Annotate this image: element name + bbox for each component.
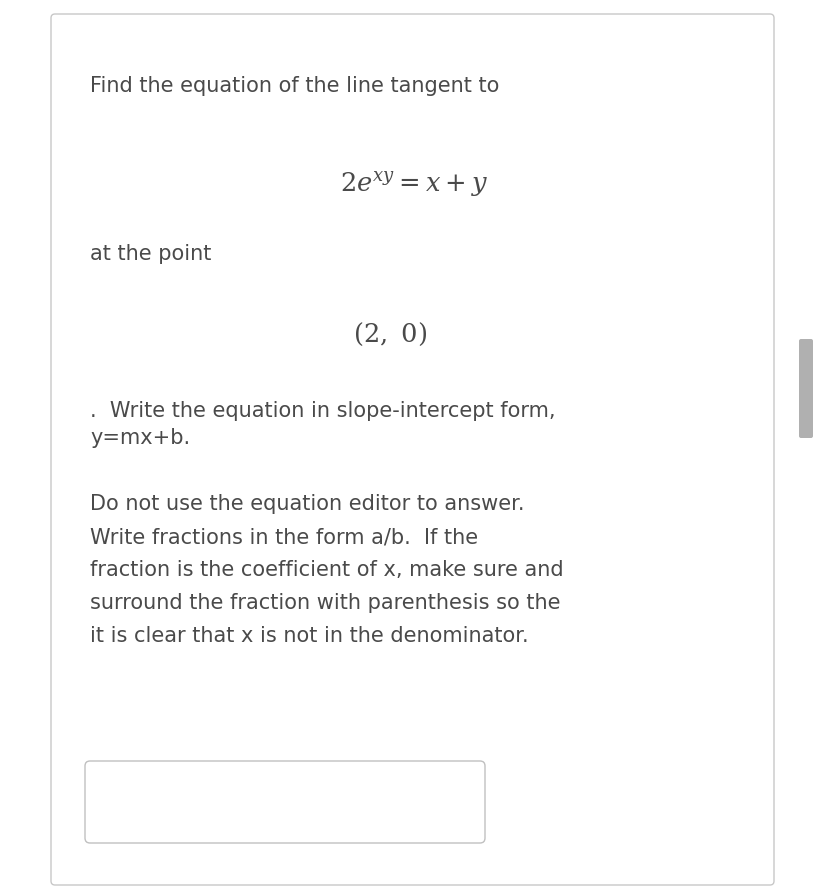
Text: at the point: at the point bbox=[90, 244, 211, 264]
Text: Do not use the equation editor to answer.: Do not use the equation editor to answer… bbox=[90, 494, 523, 514]
Text: y=mx+b.: y=mx+b. bbox=[90, 428, 190, 448]
Text: fraction is the coefficient of x, make sure and: fraction is the coefficient of x, make s… bbox=[90, 560, 563, 580]
Text: Write fractions in the form a/b.  If the: Write fractions in the form a/b. If the bbox=[90, 527, 477, 547]
Text: $(2,\ 0)$: $(2,\ 0)$ bbox=[352, 321, 427, 349]
Text: $2e^{xy} = x + y$: $2e^{xy} = x + y$ bbox=[340, 170, 487, 199]
FancyBboxPatch shape bbox=[85, 761, 485, 843]
Text: it is clear that x is not in the denominator.: it is clear that x is not in the denomin… bbox=[90, 626, 528, 646]
FancyBboxPatch shape bbox=[798, 339, 812, 438]
FancyBboxPatch shape bbox=[51, 14, 773, 885]
Text: Find the equation of the line tangent to: Find the equation of the line tangent to bbox=[90, 76, 499, 96]
Text: .  Write the equation in slope-intercept form,: . Write the equation in slope-intercept … bbox=[90, 401, 555, 421]
Text: surround the fraction with parenthesis so the: surround the fraction with parenthesis s… bbox=[90, 593, 560, 613]
